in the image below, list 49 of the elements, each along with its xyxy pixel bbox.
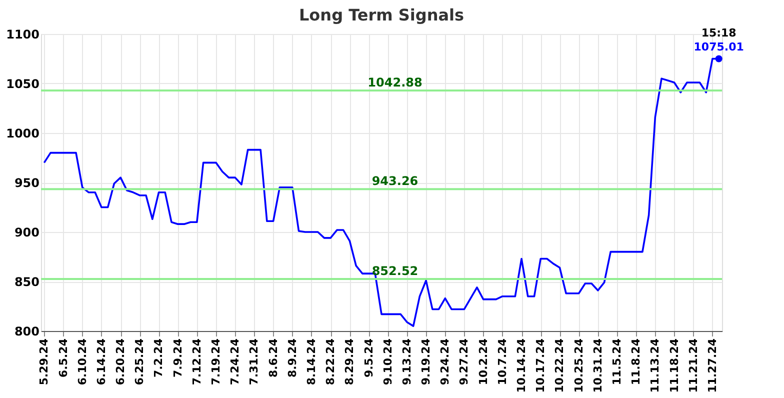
x-tick-label: 11.8.24 bbox=[630, 338, 643, 386]
y-tick-label: 1000 bbox=[6, 126, 40, 140]
x-tick-label: 6.10.24 bbox=[76, 338, 89, 386]
x-tick-label: 9.24.24 bbox=[438, 338, 452, 386]
x-tick-label: 8.22.24 bbox=[324, 338, 338, 386]
x-tick-label: 6.5.24 bbox=[56, 338, 70, 378]
ref-line-label: 943.26 bbox=[372, 174, 418, 188]
y-tick-label: 850 bbox=[14, 275, 40, 289]
x-tick-label: 7.2.24 bbox=[152, 338, 166, 378]
x-tick-label: 8.9.24 bbox=[286, 338, 299, 378]
annotation: 15:18 bbox=[701, 26, 736, 40]
x-tick-label: 5.29.24 bbox=[38, 338, 51, 386]
y-tick-label: 950 bbox=[14, 176, 40, 190]
y-tick-label: 1050 bbox=[6, 77, 40, 91]
x-tick-label: 11.18.24 bbox=[668, 338, 681, 393]
x-tick-label: 10.14.24 bbox=[515, 338, 528, 393]
x-tick-label: 11.5.24 bbox=[610, 338, 624, 386]
x-tick-label: 7.19.24 bbox=[210, 338, 223, 386]
ref-line-label: 1042.88 bbox=[368, 76, 422, 90]
x-tick-label: 8.6.24 bbox=[266, 338, 280, 378]
x-tick-label: 6.14.24 bbox=[94, 338, 108, 386]
x-tick-label: 7.12.24 bbox=[190, 338, 204, 386]
x-tick-label: 11.21.24 bbox=[686, 338, 700, 393]
x-tick-label: 9.10.24 bbox=[381, 338, 394, 386]
x-tick-label: 9.13.24 bbox=[400, 338, 414, 386]
x-tick-label: 11.13.24 bbox=[648, 338, 662, 393]
x-tick-label: 6.25.24 bbox=[133, 338, 146, 386]
x-tick-label: 6.20.24 bbox=[114, 338, 128, 386]
x-tick-label: 10.31.24 bbox=[591, 338, 604, 393]
x-tick-label: 10.25.24 bbox=[572, 338, 586, 393]
x-tick-label: 8.29.24 bbox=[343, 338, 356, 386]
y-tick-label: 1100 bbox=[6, 28, 40, 42]
x-tick-label: 7.24.24 bbox=[228, 338, 242, 386]
ref-line-label: 852.52 bbox=[372, 264, 418, 278]
x-tick-label: 10.22.24 bbox=[553, 338, 566, 393]
y-tick-label: 800 bbox=[14, 324, 40, 338]
y-tick-label: 900 bbox=[14, 226, 40, 240]
data-label: 1075.01 bbox=[694, 40, 744, 54]
chart-title: Long Term Signals bbox=[298, 6, 464, 25]
x-tick-label: 9.27.24 bbox=[458, 338, 471, 386]
x-tick-label: 10.17.24 bbox=[534, 338, 548, 393]
x-tick-label: 7.31.24 bbox=[248, 338, 261, 386]
x-tick-label: 10.2.24 bbox=[476, 338, 490, 386]
x-tick-label: 9.5.24 bbox=[362, 338, 376, 378]
x-tick-label: 10.7.24 bbox=[496, 338, 509, 386]
x-tick-label: 7.9.24 bbox=[171, 338, 184, 378]
x-tick-label: 8.14.24 bbox=[304, 338, 318, 386]
x-tick-label: 9.19.24 bbox=[420, 338, 433, 386]
x-tick-label: 11.27.24 bbox=[706, 338, 719, 393]
